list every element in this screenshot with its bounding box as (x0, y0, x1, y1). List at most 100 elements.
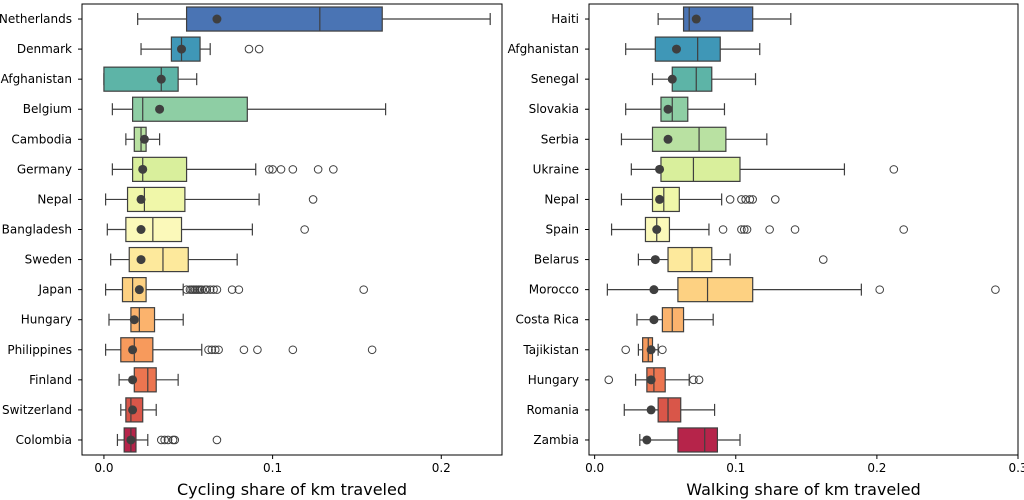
axes-frame (588, 3, 1019, 456)
box-belarus (637, 246, 828, 273)
outlier-point (264, 165, 274, 174)
box-cambodia (125, 126, 161, 152)
outlier-point (160, 435, 169, 445)
category-label: Netherlands (0, 12, 72, 26)
category-label: Belarus (534, 253, 579, 267)
iqr-box (120, 337, 154, 363)
mean-point (136, 255, 146, 265)
category-label: Serbia (541, 132, 579, 146)
box-zambia (639, 427, 741, 453)
mean-point (126, 435, 136, 445)
outlier-point (288, 345, 298, 355)
outlier-point (359, 285, 368, 294)
mean-point (212, 14, 222, 24)
mean-point (649, 285, 659, 295)
outlier-point (899, 225, 908, 234)
outlier-point (163, 435, 173, 445)
box-denmark (140, 36, 264, 62)
iqr-box (657, 397, 682, 423)
x-tick-label: 0.0 (585, 461, 604, 475)
outlier-point (621, 345, 630, 355)
outlier-point (694, 375, 704, 385)
outlier-point (244, 44, 254, 54)
outlier-point (725, 195, 735, 204)
outlier-point (737, 195, 746, 204)
outlier-point (197, 285, 207, 294)
mean-point (156, 74, 166, 84)
box-afghanistan (103, 66, 198, 92)
box-bangladesh (106, 216, 309, 243)
mean-point (139, 134, 149, 144)
iqr-box (132, 96, 248, 122)
box-finland (118, 367, 179, 393)
outlier-point (689, 375, 698, 385)
outlier-point (205, 285, 215, 294)
iqr-box (671, 66, 713, 92)
category-label: Spain (545, 223, 579, 237)
mean-point (138, 164, 148, 174)
category-label: Hungary (528, 373, 579, 387)
mean-point (136, 225, 146, 234)
mean-point (129, 315, 139, 325)
box-tajikistan (621, 337, 667, 363)
box-hungary (604, 367, 704, 393)
category-label: Cambodia (11, 132, 72, 146)
box-senegal (651, 66, 757, 92)
box-philippines (105, 337, 377, 363)
outlier-point (739, 225, 749, 234)
box-netherlands (137, 6, 491, 32)
box-sweden (110, 246, 238, 273)
x-tick-label: 0.1 (726, 461, 745, 475)
mean-point (642, 435, 652, 445)
outlier-point (875, 285, 885, 294)
outlier-point (254, 44, 264, 54)
outlier-point (818, 255, 828, 264)
category-label: Denmark (17, 42, 72, 56)
x-axis-label: Cycling share of km traveled (177, 480, 407, 499)
outlier-point (276, 165, 286, 174)
mean-point (667, 74, 677, 84)
iqr-box (654, 36, 721, 62)
iqr-box (103, 66, 179, 92)
box-serbia (620, 126, 768, 152)
outlier-point (770, 195, 780, 204)
mean-point (128, 375, 138, 385)
outlier-point (604, 375, 614, 385)
mean-point (650, 255, 660, 265)
category-label: Nepal (544, 192, 579, 206)
outlier-point (204, 345, 213, 355)
mean-point (177, 44, 187, 54)
mean-point (671, 44, 681, 54)
category-label: Slovakia (529, 102, 579, 116)
outlier-point (748, 195, 757, 204)
iqr-box (133, 367, 157, 393)
box-colombia (116, 427, 222, 453)
outlier-point (308, 195, 318, 204)
outlier-point (182, 285, 191, 294)
box-slovakia (625, 96, 726, 122)
outlier-point (790, 225, 800, 234)
axes-frame (81, 3, 503, 456)
x-tick-label: 0.3 (1008, 461, 1024, 475)
mean-point (655, 194, 665, 204)
outlier-point (765, 225, 774, 234)
iqr-box (125, 216, 183, 243)
outlier-point (207, 345, 217, 355)
outlier-point (300, 225, 309, 234)
mean-point (663, 134, 673, 144)
mean-point (652, 225, 662, 234)
category-label: Bangladesh (2, 223, 72, 237)
box-costa-rica (636, 307, 714, 333)
outlier-point (156, 435, 166, 445)
x-tick-label: 0.2 (867, 461, 886, 475)
walking-panel: Haiti Afghanistan Senegal Slovakia Serbia Ukr… (508, 3, 1024, 499)
outlier-point (210, 345, 220, 355)
category-label: Tajikistan (522, 343, 579, 357)
iqr-box (677, 427, 719, 453)
box-switzerland (120, 397, 157, 423)
mean-point (646, 345, 656, 355)
category-label: Zambia (533, 433, 579, 447)
iqr-box (651, 126, 727, 152)
category-label: Finland (29, 373, 72, 387)
box-japan (105, 277, 368, 303)
